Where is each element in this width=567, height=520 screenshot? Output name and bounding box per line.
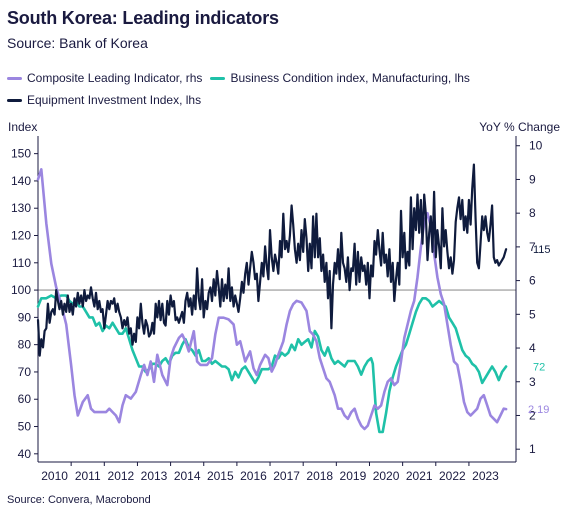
left-tick-label-50: 50 <box>18 420 32 434</box>
legend-item-cli: Composite Leading Indicator, rhs <box>7 71 202 85</box>
x-tick-label-2022: 2022 <box>439 469 466 483</box>
x-tick-label-2014: 2014 <box>174 469 201 483</box>
x-tick-label-2020: 2020 <box>373 469 400 483</box>
left-tick-label-80: 80 <box>18 338 32 352</box>
x-tick-label-2023: 2023 <box>472 469 499 483</box>
legend-swatch-business-condition <box>210 76 226 80</box>
right-tick-label-6: 6 <box>529 274 536 288</box>
legend-item-business-condition: Business Condition index, Manufacturing,… <box>210 71 470 85</box>
x-tick-label-2010: 2010 <box>41 469 68 483</box>
left-tick-label-60: 60 <box>18 392 32 406</box>
right-tick-label-10: 10 <box>529 139 543 153</box>
chart-title: South Korea: Leading indicators <box>7 8 279 28</box>
x-tick-label-2015: 2015 <box>207 469 234 483</box>
right-tick-label-9: 9 <box>529 172 536 186</box>
legend-label-cli: Composite Leading Indicator, rhs <box>27 71 203 85</box>
left-tick-label-40: 40 <box>18 447 32 461</box>
left-tick-label-100: 100 <box>11 283 31 297</box>
plot-area: 40 50 60 70 80 90 100 110 120 130 140 150 1 2 3 4 5 6 7 8 9 1… <box>11 136 551 483</box>
left-tick-label-110: 110 <box>12 256 31 270</box>
source-note: Source: Convera, Macrobond <box>7 494 151 506</box>
x-tick-label-2021: 2021 <box>406 469 433 483</box>
right-tick-label-7: 7 <box>529 240 536 254</box>
right-tick-label-4: 4 <box>529 341 536 355</box>
right-axis-label: YoY % Change <box>479 120 560 134</box>
left-tick-label-90: 90 <box>18 310 32 324</box>
legend-swatch-cli <box>7 76 22 80</box>
x-tick-label-2019: 2019 <box>340 469 367 483</box>
x-tick-label-2016: 2016 <box>240 469 267 483</box>
left-tick-label-130: 130 <box>11 201 31 215</box>
series-line-2 <box>36 163 508 357</box>
chart-subtitle: Source: Bank of Korea <box>7 35 148 51</box>
x-tick-label-2012: 2012 <box>108 469 135 483</box>
left-tick-label-120: 120 <box>11 229 31 243</box>
x-tick-label-2017: 2017 <box>273 469 300 483</box>
right-tick-label-2: 2 <box>529 408 536 422</box>
right-tick-label-5: 5 <box>529 307 536 321</box>
legend-item-equipment-investment: Equipment Investment Index, lhs <box>7 93 201 107</box>
end-label-series-1: 72 <box>533 361 545 373</box>
x-tick-label-2018: 2018 <box>306 469 333 483</box>
legend-label-business-condition: Business Condition index, Manufacturing,… <box>230 71 470 85</box>
left-tick-label-150: 150 <box>11 147 31 161</box>
end-label-series-2: 115 <box>533 244 551 256</box>
left-tick-label-140: 140 <box>11 174 31 188</box>
legend-label-equipment-investment: Equipment Investment Index, lhs <box>27 93 202 107</box>
x-tick-label-2011: 2011 <box>75 469 101 483</box>
legend: Composite Leading Indicator, rhs Busines… <box>7 67 562 111</box>
left-tick-label-70: 70 <box>18 365 32 379</box>
right-tick-label-8: 8 <box>529 206 536 220</box>
left-axis-label: Index <box>8 120 37 134</box>
legend-swatch-equipment-investment <box>7 98 22 102</box>
end-label-series-0: 2.19 <box>528 404 549 416</box>
series-line-0 <box>36 168 508 431</box>
x-tick-label-2013: 2013 <box>141 469 168 483</box>
right-tick-label-3: 3 <box>529 375 536 389</box>
right-tick-label-1: 1 <box>529 442 536 456</box>
